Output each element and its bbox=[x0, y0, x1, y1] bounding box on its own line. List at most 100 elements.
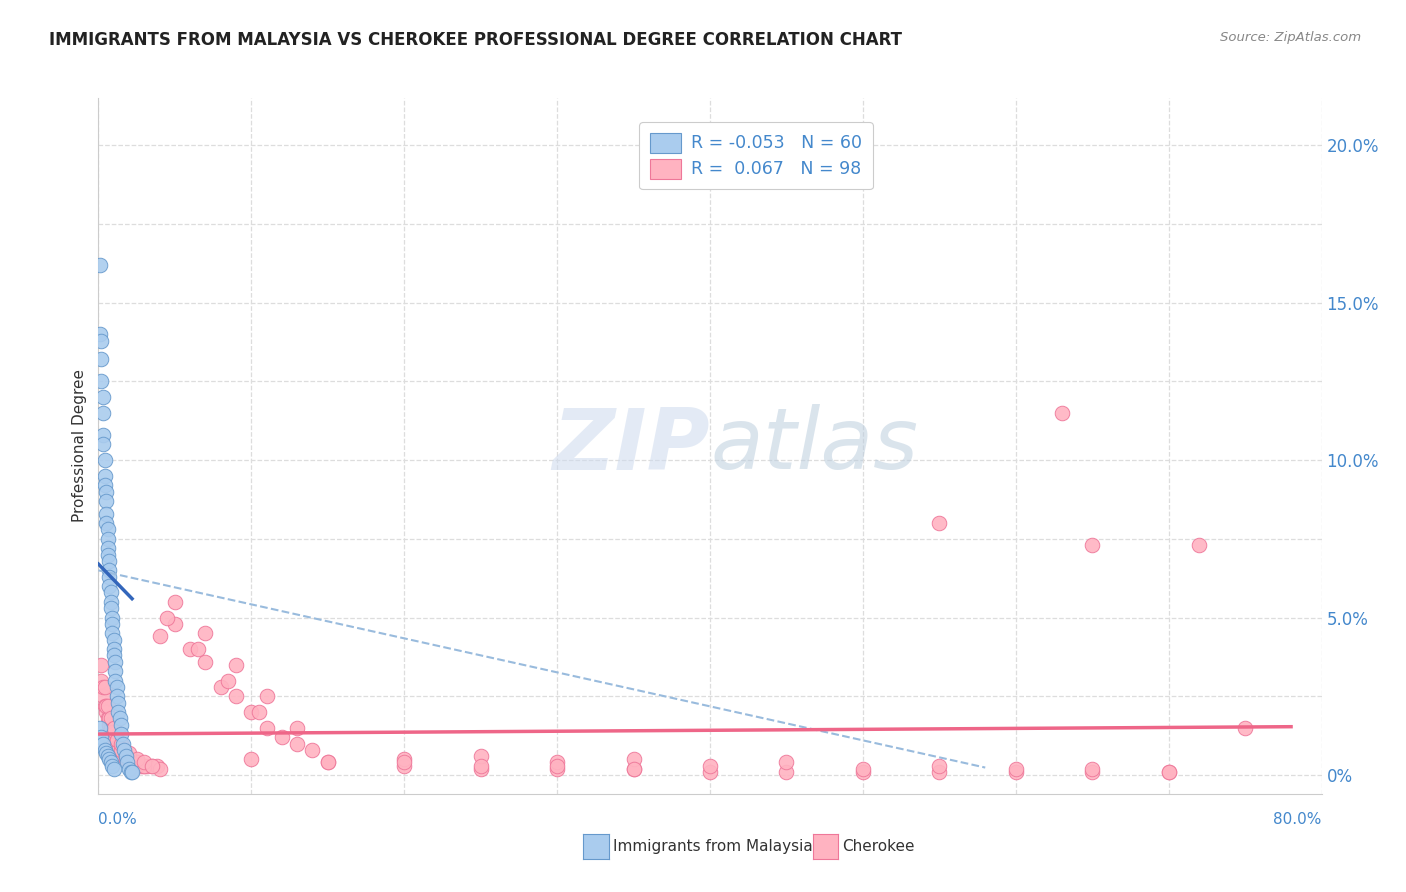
Point bbox=[110, 717, 132, 731]
Point bbox=[97, 548, 120, 562]
Point bbox=[163, 595, 186, 609]
Point bbox=[105, 733, 128, 747]
Point bbox=[1050, 406, 1073, 420]
Point bbox=[121, 756, 143, 770]
Point bbox=[103, 721, 125, 735]
Point bbox=[928, 758, 950, 772]
Point bbox=[97, 749, 120, 764]
Point bbox=[104, 673, 127, 688]
Point bbox=[134, 758, 156, 772]
Point bbox=[217, 673, 239, 688]
Point bbox=[247, 705, 270, 719]
Point bbox=[107, 696, 129, 710]
Text: IMMIGRANTS FROM MALAYSIA VS CHEROKEE PROFESSIONAL DEGREE CORRELATION CHART: IMMIGRANTS FROM MALAYSIA VS CHEROKEE PRO… bbox=[49, 31, 903, 49]
Point bbox=[111, 749, 134, 764]
Point bbox=[316, 756, 339, 770]
Point bbox=[115, 749, 138, 764]
Point bbox=[97, 541, 120, 556]
Point bbox=[101, 616, 124, 631]
Point bbox=[1004, 764, 1026, 779]
Point bbox=[1004, 762, 1026, 776]
Point bbox=[623, 762, 645, 776]
Point bbox=[94, 705, 117, 719]
Point bbox=[97, 532, 120, 546]
Point bbox=[115, 749, 138, 764]
Point bbox=[91, 680, 114, 694]
Point bbox=[118, 752, 141, 766]
Point bbox=[103, 723, 125, 738]
Point bbox=[775, 756, 797, 770]
Point bbox=[91, 690, 114, 704]
Point bbox=[97, 698, 120, 713]
Point bbox=[145, 758, 167, 772]
Point bbox=[852, 762, 875, 776]
Point bbox=[118, 746, 141, 760]
Point bbox=[90, 657, 112, 672]
Point bbox=[105, 690, 128, 704]
Point bbox=[121, 764, 143, 779]
Point bbox=[97, 711, 120, 725]
Point bbox=[90, 352, 112, 367]
Point bbox=[90, 334, 112, 348]
Point bbox=[91, 406, 114, 420]
Point bbox=[101, 758, 124, 772]
Point bbox=[90, 673, 112, 688]
Point bbox=[105, 680, 128, 694]
Point bbox=[108, 711, 131, 725]
Point bbox=[301, 743, 323, 757]
Point bbox=[91, 437, 114, 451]
Point bbox=[91, 390, 114, 404]
Point bbox=[103, 762, 125, 776]
Point bbox=[120, 764, 142, 779]
Point bbox=[98, 569, 121, 583]
Point bbox=[1081, 764, 1104, 779]
Point bbox=[156, 610, 179, 624]
Point bbox=[110, 737, 132, 751]
Point bbox=[101, 626, 124, 640]
Text: atlas: atlas bbox=[710, 404, 918, 488]
Point bbox=[209, 680, 232, 694]
Point bbox=[149, 762, 172, 776]
Point bbox=[129, 758, 152, 772]
Point bbox=[89, 258, 111, 272]
Point bbox=[1157, 764, 1180, 779]
Point bbox=[98, 717, 121, 731]
Text: Source: ZipAtlas.com: Source: ZipAtlas.com bbox=[1220, 31, 1361, 45]
Point bbox=[93, 478, 115, 492]
Point bbox=[104, 664, 127, 678]
Point bbox=[91, 737, 114, 751]
Point bbox=[256, 690, 278, 704]
Point bbox=[187, 642, 209, 657]
Point bbox=[118, 752, 141, 766]
Point bbox=[240, 705, 263, 719]
Text: ZIP: ZIP bbox=[553, 404, 710, 488]
Point bbox=[546, 756, 568, 770]
Point bbox=[100, 585, 122, 599]
Point bbox=[1157, 764, 1180, 779]
Point bbox=[94, 484, 117, 499]
Point bbox=[93, 680, 115, 694]
Point bbox=[93, 469, 115, 483]
Point bbox=[91, 428, 114, 442]
Point bbox=[1081, 762, 1104, 776]
Point bbox=[107, 743, 129, 757]
Point bbox=[470, 762, 492, 776]
Point bbox=[117, 756, 139, 770]
Point bbox=[94, 507, 117, 521]
Point bbox=[546, 762, 568, 776]
Point bbox=[97, 523, 120, 537]
Point bbox=[98, 579, 121, 593]
Point bbox=[285, 721, 308, 735]
Point bbox=[94, 516, 117, 530]
Point bbox=[256, 721, 278, 735]
Point bbox=[225, 690, 247, 704]
Legend: R = -0.053   N = 60, R =  0.067   N = 98: R = -0.053 N = 60, R = 0.067 N = 98 bbox=[640, 122, 873, 189]
Point bbox=[125, 752, 148, 766]
Point bbox=[105, 739, 128, 754]
Point bbox=[546, 758, 568, 772]
Text: Cherokee: Cherokee bbox=[842, 839, 915, 854]
Point bbox=[623, 752, 645, 766]
Point bbox=[270, 730, 292, 744]
Point bbox=[103, 730, 125, 744]
Point bbox=[111, 737, 134, 751]
